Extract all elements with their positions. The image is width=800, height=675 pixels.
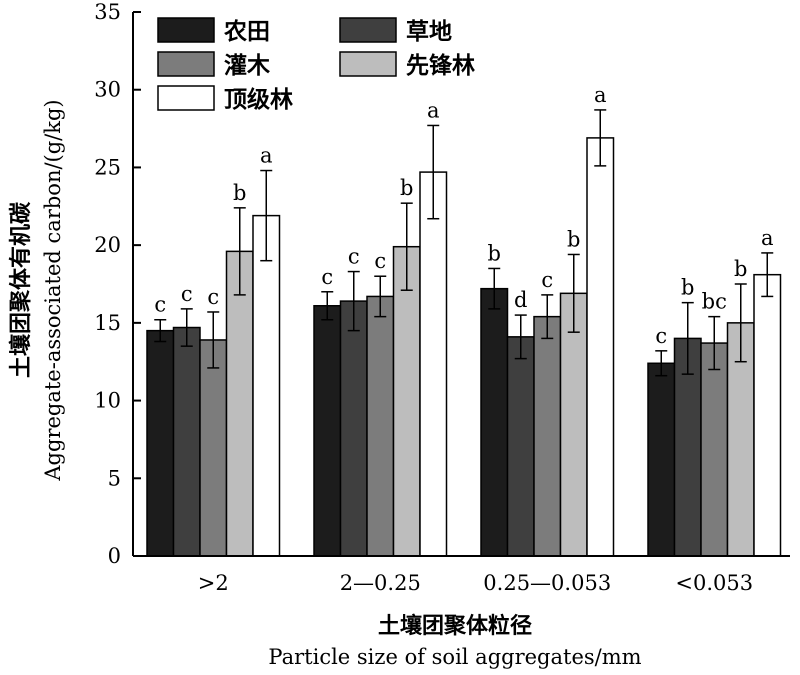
- legend-swatch: [339, 51, 397, 77]
- bar: [313, 305, 342, 557]
- significance-label: b: [400, 176, 413, 200]
- y-tick-label: 20: [94, 233, 121, 257]
- y-tick-label: 5: [108, 466, 121, 490]
- bar: [199, 339, 228, 557]
- bar: [419, 171, 448, 557]
- y-tick-label: 30: [94, 78, 121, 102]
- x-category-label: 2—0.25: [340, 571, 421, 595]
- significance-label: a: [260, 144, 273, 168]
- y-tick-label: 25: [94, 155, 121, 179]
- significance-label: d: [514, 288, 527, 312]
- legend-swatch: [339, 17, 397, 43]
- legend-label: 农田: [223, 18, 270, 45]
- significance-label: c: [348, 245, 360, 269]
- bar: [753, 273, 782, 557]
- y-tick-label: 10: [94, 389, 121, 413]
- bar: [506, 336, 535, 557]
- legend-swatch: [157, 85, 215, 111]
- y-tick-label: 35: [94, 0, 121, 24]
- axes-layer: [132, 12, 790, 557]
- significance-label: bc: [702, 290, 727, 314]
- significance-label: c: [207, 285, 219, 309]
- x-axis-title-cn: 土壤团聚体粒径: [378, 613, 532, 639]
- significance-label: b: [681, 276, 694, 300]
- significance-label: a: [761, 226, 774, 250]
- significance-label: b: [488, 241, 501, 265]
- legend-swatch: [157, 17, 215, 43]
- bar: [252, 214, 281, 557]
- bar: [225, 250, 254, 557]
- x-category-label: <0.053: [675, 571, 753, 595]
- significance-label: c: [655, 324, 667, 348]
- bar: [700, 342, 729, 557]
- x-category-label: 0.25—0.053: [483, 571, 611, 595]
- legend-label: 灌木: [224, 52, 270, 79]
- bar: [392, 245, 421, 557]
- error-bars-layer: [154, 109, 774, 377]
- y-ticks-layer: 0 5 10 15 20 25 30 35: [94, 0, 141, 568]
- bar: [673, 337, 702, 557]
- legend-swatch: [157, 51, 215, 77]
- x-axis-title-en: Particle size of soil aggregates/mm: [268, 645, 641, 669]
- significance-label: b: [734, 257, 747, 281]
- y-tick-label: 0: [108, 544, 121, 568]
- significance-label: b: [233, 181, 246, 205]
- bar: [146, 329, 175, 557]
- legend-label: 草地: [406, 18, 452, 45]
- x-category-labels-layer: >2 2—0.25 0.25—0.053 <0.053: [198, 571, 753, 595]
- significance-label: c: [154, 293, 166, 317]
- bar: [586, 137, 615, 557]
- bar: [366, 295, 395, 557]
- bar: [647, 362, 676, 557]
- significance-label: a: [427, 98, 440, 122]
- significance-label: c: [541, 268, 553, 292]
- significance-label: c: [181, 282, 193, 306]
- legend-label: 顶级林: [224, 86, 293, 113]
- bar: [339, 300, 368, 557]
- y-tick-label: 15: [94, 311, 121, 335]
- y-axis-title-en: Aggregate-associated carbon/(g/kg): [41, 99, 65, 481]
- bar: [480, 287, 509, 557]
- bars-layer: [146, 137, 782, 557]
- significance-label: b: [567, 227, 580, 251]
- significance-label: a: [594, 83, 607, 107]
- significance-label: c: [374, 249, 386, 273]
- legend-label: 先锋林: [406, 52, 475, 79]
- y-axis-title-cn: 土壤团聚体有机碳: [8, 201, 34, 378]
- bar: [533, 315, 562, 557]
- bar: [172, 326, 201, 557]
- significance-label: c: [321, 265, 333, 289]
- x-category-label: >2: [198, 571, 229, 595]
